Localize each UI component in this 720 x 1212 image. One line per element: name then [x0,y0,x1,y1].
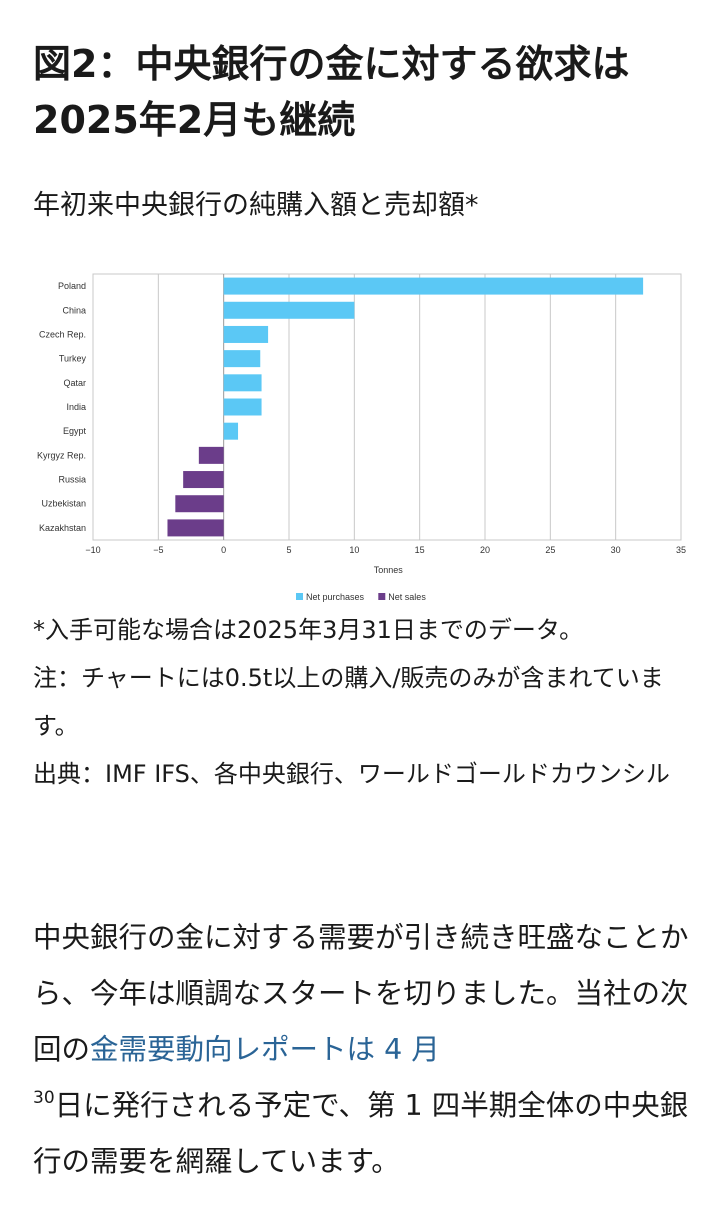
category-label: Egypt [63,426,87,436]
x-tick-label: 20 [480,545,490,555]
bar-net-purchases [223,325,269,343]
legend-swatch [296,593,303,600]
bar-chart: −10 −5 0 5 10 15 20 25 30 35 Tonnes Poland China Czec… [37,273,686,602]
category-label: China [62,305,86,315]
category-label: Turkey [59,354,87,364]
x-tick-label: 10 [349,545,359,555]
bar-net-sales [183,471,224,489]
x-tick-label: 0 [221,545,226,555]
x-axis-label: Tonnes [374,565,404,575]
x-tick-label: 5 [286,545,291,555]
category-label: Uzbekistan [41,499,86,509]
chart-notes: *入手可能な場合は2025年3月31日までのデータ。 注：チャートには0.5t以… [33,606,693,798]
category-label: Poland [58,281,86,291]
category-label: Russia [58,475,86,485]
bar-net-purchases [223,350,261,368]
note-source: 出典：IMF IFS、各中央銀行、ワールドゴールドカウンシル [33,760,670,788]
x-tick-label: 30 [611,545,621,555]
title-line-1: 図2：中央銀行の金に対する欲求は [33,42,630,86]
x-tick-label: −5 [153,545,163,555]
bar-net-purchases [223,374,262,392]
bar-net-purchases [223,277,644,295]
page-title: 図2：中央銀行の金に対する欲求は 2025年2月も継続 [33,36,693,148]
note-data-availability: *入手可能な場合は2025年3月31日までのデータ。 [33,616,584,644]
bar-net-sales [167,519,224,537]
category-label: Qatar [63,378,86,388]
title-line-2: 2025年2月も継続 [33,98,356,142]
body-text-end: 日に発行される予定で、第 1 四半期全体の中央銀行の需要を網羅しています。 [33,1089,689,1178]
x-tick-label: 15 [415,545,425,555]
x-tick-label: −10 [85,545,100,555]
category-label: Kyrgyz Rep. [37,450,86,460]
chart-subtitle: 年初来中央銀行の純購入額と売却額* [33,190,479,221]
bar-net-purchases [223,398,262,416]
x-tick-label: 25 [545,545,555,555]
bar-net-purchases [223,422,239,440]
bar-net-sales [198,446,224,464]
x-tick-label: 35 [676,545,686,555]
category-label: Kazakhstan [39,523,86,533]
body-paragraph: 中央銀行の金に対する需要が引き続き旺盛なことから、今年は順調なスタートを切りまし… [33,910,693,1190]
legend-label: Net purchases [306,592,365,602]
legend-swatch [378,593,386,600]
category-label: India [66,402,86,412]
date-superscript: 30 [33,1088,55,1108]
gold-demand-trends-link[interactable]: 金需要動向レポートは 4 月 [90,1033,440,1066]
bar-net-sales [175,495,224,513]
category-label: Czech Rep. [39,329,86,339]
bar-net-purchases [223,301,355,319]
body-text-start: 中央銀行の金に対する需要が引き続き旺盛なことから、今年は順調なスタートを切りまし… [33,921,689,1066]
note-threshold: 注：チャートには0.5t以上の購入/販売のみが含まれています。 [33,664,664,740]
legend-label: Net sales [388,592,426,602]
